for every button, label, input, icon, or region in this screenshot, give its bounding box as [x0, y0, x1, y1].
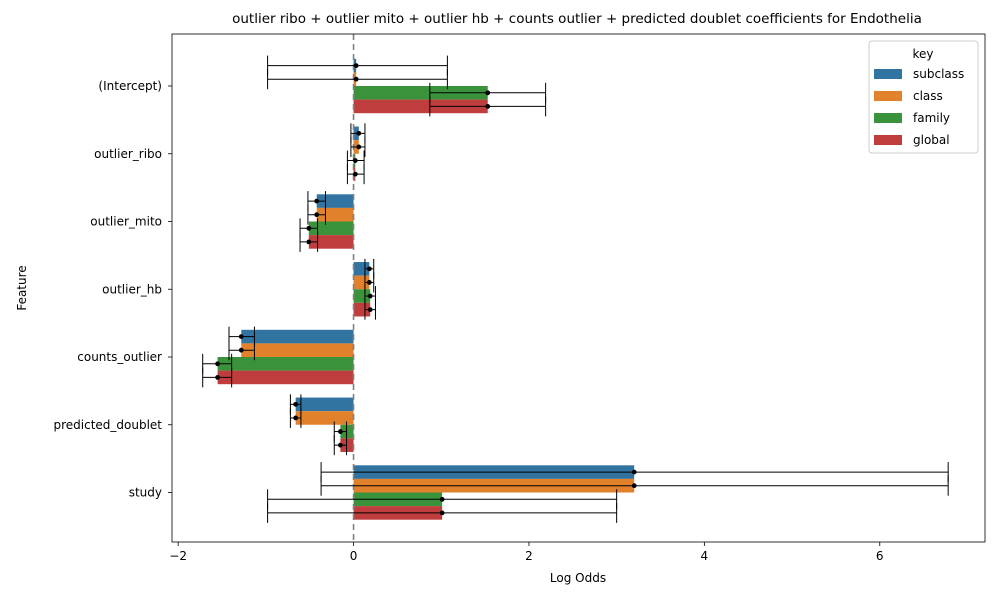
x-axis: −2 0 2 4 6	[169, 542, 884, 563]
point-global	[306, 239, 312, 245]
point-family	[485, 90, 491, 96]
x-tick-label: 2	[525, 549, 533, 563]
legend-label-subclass: subclass	[913, 67, 964, 81]
bar-family	[353, 86, 488, 100]
y-tick-label: outlier_hb	[102, 282, 162, 296]
bar-global	[353, 99, 488, 114]
point-family	[352, 158, 358, 163]
x-tick-label: 4	[701, 549, 709, 563]
y-axis-label: Feature	[15, 265, 29, 310]
point-class	[353, 76, 359, 82]
point-global	[337, 442, 343, 448]
x-tick-label: 6	[876, 549, 884, 563]
y-tick-label: study	[129, 486, 162, 500]
bar-family	[353, 289, 371, 303]
point-family	[367, 293, 373, 299]
bar-family	[217, 357, 354, 371]
y-tick-label: outlier_mito	[90, 215, 162, 229]
y-tick-label: predicted_doublet	[53, 418, 162, 432]
point-family	[306, 225, 312, 231]
bar-global	[353, 302, 371, 317]
x-tick-label: 0	[350, 549, 358, 563]
point-class	[238, 347, 244, 353]
bar-subclass	[295, 397, 354, 412]
bar-global	[217, 370, 354, 385]
legend-items: subclass class family global	[874, 67, 964, 147]
point-global	[485, 104, 491, 109]
point-subclass	[631, 469, 637, 475]
point-class	[631, 483, 637, 489]
y-tick-label: outlier_ribo	[94, 147, 162, 161]
legend-label-class: class	[913, 89, 943, 103]
point-family	[337, 429, 343, 434]
legend-label-global: global	[913, 133, 950, 147]
x-axis-label: Log Odds	[550, 571, 606, 585]
legend-label-family: family	[913, 111, 950, 125]
point-subclass	[356, 130, 362, 136]
point-global	[352, 171, 358, 177]
legend-swatch-global	[874, 135, 902, 145]
bar-class	[241, 343, 354, 357]
legend-swatch-family	[874, 113, 902, 123]
legend-swatch-subclass	[874, 69, 902, 79]
legend-title: key	[912, 47, 933, 61]
x-tick-label: −2	[169, 549, 187, 563]
chart-title: outlier ribo + outlier mito + outlier hb…	[232, 11, 922, 27]
point-global	[439, 510, 445, 516]
bar-global	[308, 235, 354, 249]
point-global	[215, 375, 221, 380]
point-subclass	[293, 401, 299, 407]
bar-class	[295, 411, 354, 425]
plot-area	[202, 34, 949, 542]
point-class	[314, 212, 320, 218]
point-subclass	[238, 334, 244, 339]
point-class	[293, 415, 299, 421]
point-class	[366, 280, 372, 285]
point-subclass	[353, 63, 359, 68]
bar-family	[308, 221, 354, 236]
axes-frame	[171, 33, 986, 543]
bar-subclass	[241, 329, 354, 344]
y-axis: (Intercept) outlier_ribo outlier_mitooutli…	[53, 79, 172, 500]
legend: key subclass class family global	[868, 40, 979, 154]
y-tick-label: (Intercept)	[98, 79, 162, 93]
point-family	[439, 496, 445, 502]
y-tick-label: counts_outlier	[77, 350, 162, 364]
point-global	[367, 307, 373, 313]
point-subclass	[314, 198, 320, 204]
point-family	[215, 361, 221, 367]
point-subclass	[366, 266, 372, 272]
legend-swatch-class	[874, 91, 902, 101]
point-class	[356, 144, 362, 150]
